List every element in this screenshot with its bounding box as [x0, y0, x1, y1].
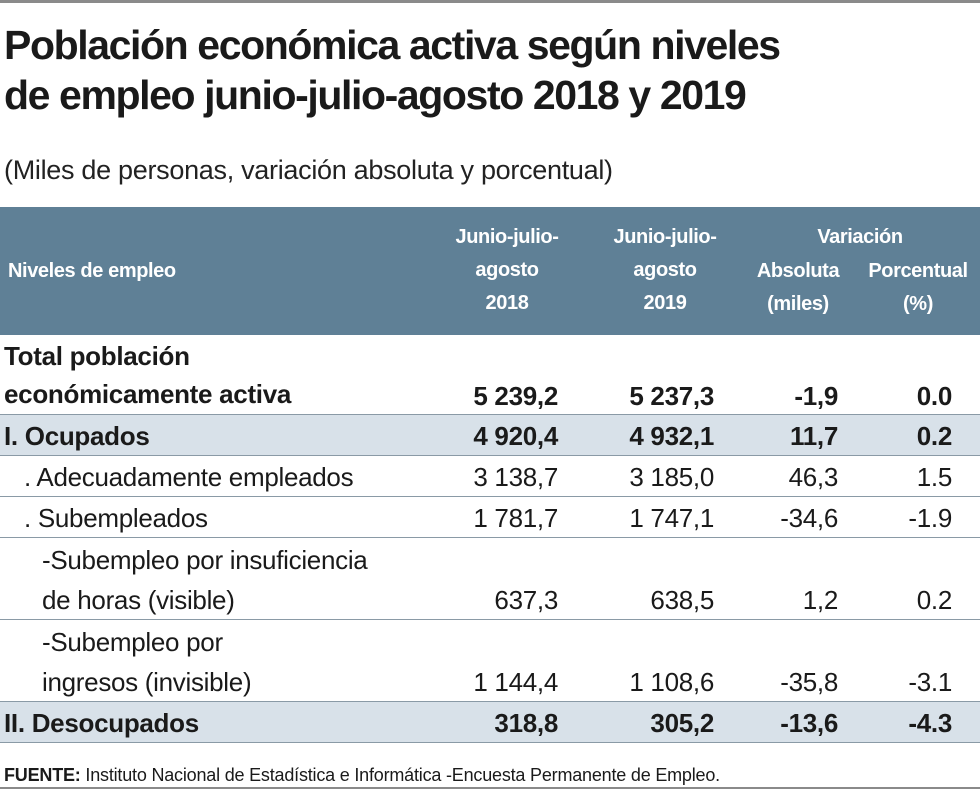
value-absolute: 1,2 [802, 585, 839, 615]
source-footer: FUENTE: Instituto Nacional de Estadístic… [4, 763, 720, 787]
table-row-adecuadamente: . Adecuadamente empleados 3 138,7 3 185,… [0, 456, 980, 497]
value-absolute: -34,6 [780, 503, 838, 533]
table-row-subempleados: . Subempleados 1 781,7 1 747,1 -34,6 -1.… [0, 497, 980, 538]
title-line-1: Población económica activa según niveles [4, 22, 781, 68]
row-label: Total población económicamente activa [4, 337, 291, 413]
header-2019-line2: agosto [633, 259, 697, 281]
value-2018: 637,3 [494, 585, 558, 615]
value-2019: 638,5 [650, 585, 714, 615]
value-2019: 5 237,3 [629, 381, 714, 411]
header-absolute: Absoluta (miles) [744, 255, 852, 321]
value-percent: 1.5 [916, 462, 953, 492]
header-percent-line1: Porcentual [868, 260, 968, 282]
header-2018-line2: agosto [475, 259, 539, 281]
page-title: Población económica activa según niveles… [4, 20, 976, 120]
value-absolute: 46,3 [788, 462, 839, 492]
value-absolute: -13,6 [780, 708, 838, 738]
value-percent: 0.2 [916, 421, 953, 451]
value-percent: -4.3 [908, 708, 952, 738]
value-2018: 318,8 [494, 708, 558, 738]
header-absolute-line1: Absoluta [756, 260, 840, 282]
table-row-subempleo-ingresos: -Subempleo por ingresos (invisible) 1 14… [0, 620, 980, 702]
row-label-line2: ingresos (invisible) [42, 667, 252, 697]
header-absolute-line2: (miles) [767, 293, 829, 315]
source-text: Instituto Nacional de Estadística e Info… [80, 765, 720, 785]
title-line-2: de empleo junio-julio-agosto 2018 y 2019 [4, 72, 747, 118]
value-absolute: -1,9 [794, 381, 838, 411]
row-label-line2: económicamente activa [4, 379, 292, 409]
table-row-subempleo-horas: -Subempleo por insuficiencia de horas (v… [0, 538, 980, 620]
table-row-ocupados: I. Ocupados 4 920,4 4 932,1 11,7 0.2 [0, 415, 980, 456]
value-percent: -1.9 [908, 503, 952, 533]
row-label-line1: -Subempleo por [42, 627, 223, 657]
value-2018: 4 920,4 [473, 421, 558, 451]
row-label: -Subempleo por ingresos (invisible) [4, 622, 252, 702]
row-label: . Subempleados [24, 503, 208, 533]
header-2018: Junio-julio- agosto 2018 [432, 221, 582, 320]
row-label-line2: de horas (visible) [42, 585, 235, 615]
header-percent: Porcentual (%) [856, 255, 980, 321]
header-2019-line1: Junio-julio- [613, 226, 717, 248]
table-row-total: Total población económicamente activa 5 … [0, 335, 980, 415]
row-label: -Subempleo por insuficiencia de horas (v… [4, 540, 368, 620]
row-label-line1: -Subempleo por insuficiencia [42, 545, 368, 575]
value-percent: 0.0 [916, 381, 953, 411]
row-label: . Adecuadamente empleados [24, 462, 354, 492]
header-2019-line3: 2019 [643, 292, 687, 314]
subtitle: (Miles de personas, variación absoluta y… [4, 155, 613, 185]
header-levels: Niveles de empleo [8, 260, 176, 282]
header-2018-line1: Junio-julio- [455, 226, 559, 248]
value-2019: 1 747,1 [629, 503, 714, 533]
row-label: II. Desocupados [4, 708, 199, 738]
row-label: I. Ocupados [4, 421, 150, 451]
row-label-line1: Total población [4, 341, 190, 371]
value-2018: 1 144,4 [473, 667, 558, 697]
header-variation: Variación [817, 226, 903, 248]
value-absolute: -35,8 [780, 667, 838, 697]
top-rule [0, 0, 980, 3]
value-2019: 3 185,0 [629, 462, 714, 492]
value-absolute: 11,7 [790, 421, 838, 451]
header-2018-line3: 2018 [485, 292, 529, 314]
employment-table: Niveles de empleo Junio-julio- agosto 20… [0, 207, 980, 743]
bottom-rule [0, 787, 980, 789]
value-2018: 3 138,7 [473, 462, 558, 492]
value-2019: 4 932,1 [629, 421, 714, 451]
header-2019: Junio-julio- agosto 2019 [590, 221, 740, 320]
table-header: Niveles de empleo Junio-julio- agosto 20… [0, 207, 980, 335]
header-percent-line2: (%) [903, 293, 933, 315]
value-percent: -3.1 [908, 667, 952, 697]
value-2019: 1 108,6 [629, 667, 714, 697]
table-row-desocupados: II. Desocupados 318,8 305,2 -13,6 -4.3 [0, 702, 980, 743]
source-label: FUENTE: [4, 765, 81, 785]
value-2018: 1 781,7 [473, 503, 558, 533]
value-percent: 0.2 [916, 585, 953, 615]
value-2018: 5 239,2 [473, 381, 558, 411]
value-2019: 305,2 [650, 708, 714, 738]
